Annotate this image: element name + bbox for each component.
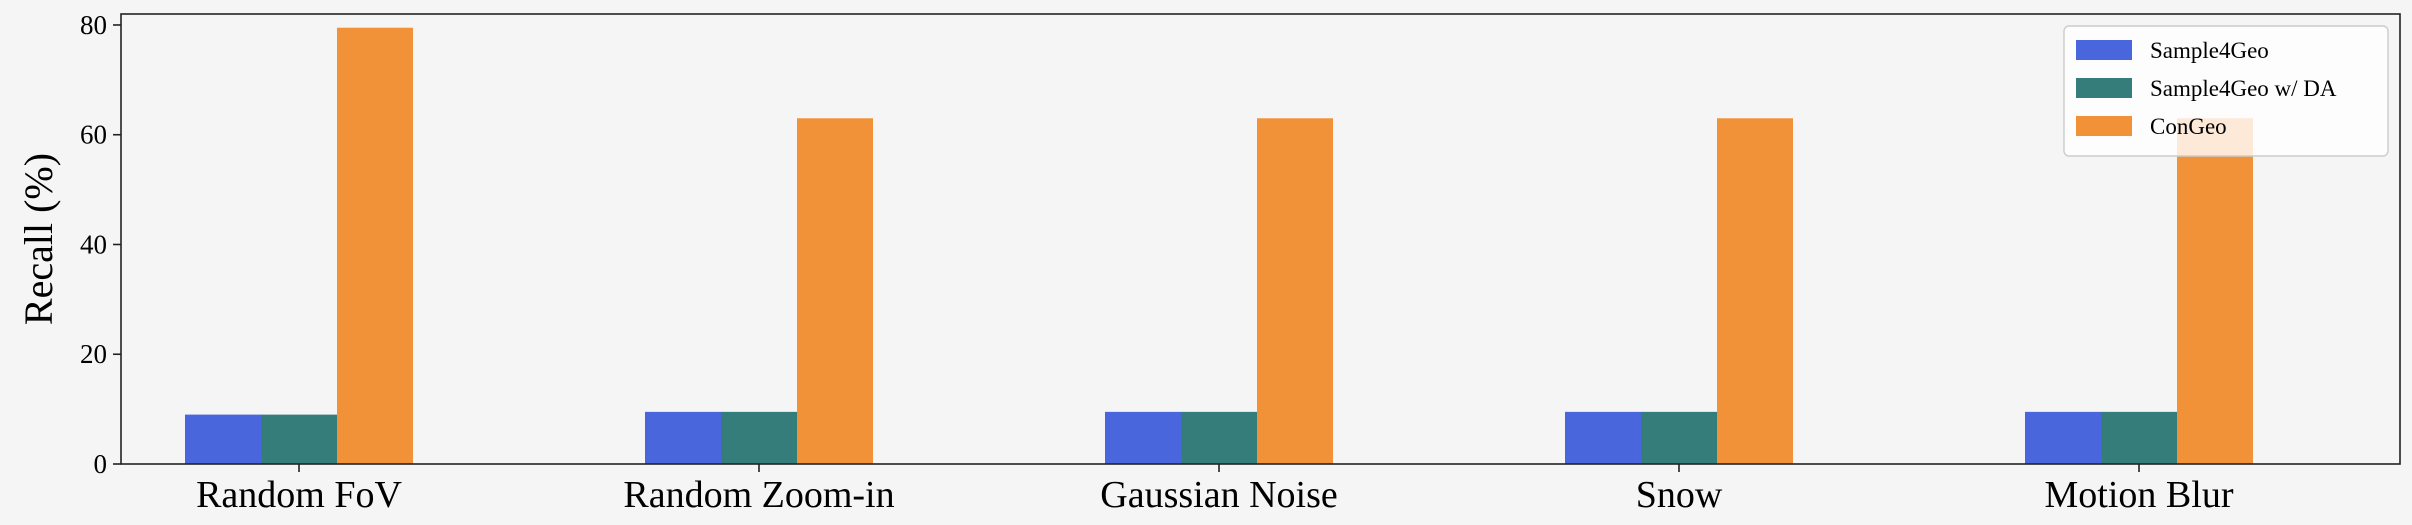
legend-label-2: Sample4Geo w/ DA bbox=[2150, 76, 2337, 101]
bar-1-3 bbox=[1105, 411, 1181, 464]
x-tick-label: Random FoV bbox=[196, 474, 402, 516]
y-tick-label: 80 bbox=[80, 10, 107, 40]
plot-frame bbox=[120, 13, 2401, 465]
legend-swatch-2 bbox=[2076, 78, 2132, 98]
y-tick-label: 20 bbox=[80, 339, 107, 369]
bar-2-3 bbox=[1181, 411, 1257, 464]
y-tick-label: 60 bbox=[80, 120, 107, 150]
bar-1-5 bbox=[2025, 411, 2101, 464]
legend-swatch-1 bbox=[2076, 40, 2132, 60]
bar-3-5 bbox=[2177, 118, 2253, 464]
x-tick-label: Snow bbox=[1636, 474, 1723, 516]
y-axis: 0 20 40 60 80 bbox=[80, 10, 121, 479]
bar-3-4 bbox=[1717, 118, 1793, 464]
legend: Sample4Geo Sample4Geo w/ DA ConGeo bbox=[2063, 25, 2389, 157]
x-tick-label: Gaussian Noise bbox=[1100, 474, 1337, 516]
legend-label-1: Sample4Geo bbox=[2150, 38, 2269, 63]
x-axis: Random FoV Random Zoom-in Gaussian Noise Sn… bbox=[196, 464, 2234, 516]
bar-1-2 bbox=[645, 411, 721, 464]
legend-label-3: ConGeo bbox=[2150, 114, 2227, 139]
bar-2-5 bbox=[2101, 411, 2177, 464]
bar-3-2 bbox=[797, 118, 873, 464]
bar-2-1 bbox=[261, 414, 337, 464]
y-axis-title: Recall (%) bbox=[16, 153, 61, 325]
bar-3-1 bbox=[337, 27, 413, 464]
bar-3-3 bbox=[1257, 118, 1333, 464]
bar-1-1 bbox=[185, 414, 261, 464]
legend-box bbox=[2063, 25, 2389, 157]
bar-2-2 bbox=[721, 411, 797, 464]
bars-group bbox=[185, 27, 2253, 464]
bar-1-4 bbox=[1565, 411, 1641, 464]
y-tick-label: 40 bbox=[80, 229, 107, 259]
x-tick-label: Random Zoom-in bbox=[623, 474, 894, 516]
legend-swatch-3 bbox=[2076, 116, 2132, 136]
x-tick-label: Motion Blur bbox=[2045, 474, 2234, 516]
bar-2-4 bbox=[1641, 411, 1717, 464]
y-tick-label: 0 bbox=[94, 449, 108, 479]
